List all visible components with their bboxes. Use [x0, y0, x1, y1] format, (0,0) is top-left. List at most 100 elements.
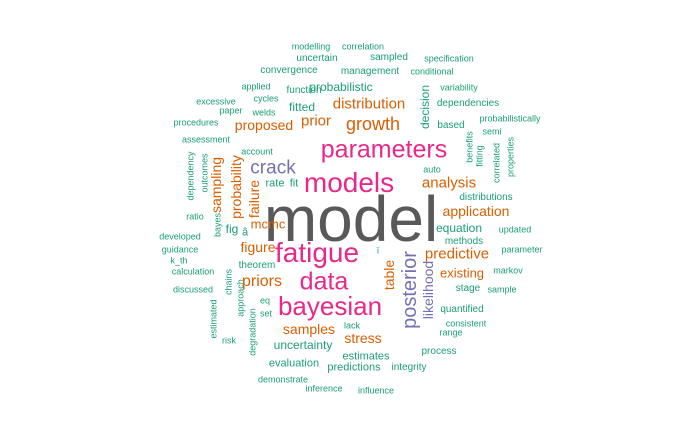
- word: dependency: [185, 151, 196, 201]
- word: proposed: [234, 117, 294, 133]
- word: prior: [300, 112, 332, 130]
- word: data: [299, 267, 349, 296]
- word: estimates: [342, 350, 390, 363]
- word: variability: [440, 82, 478, 93]
- word: management: [340, 66, 400, 77]
- word: outcomes: [199, 153, 210, 193]
- word: developed: [159, 231, 201, 242]
- word: cycles: [253, 93, 279, 104]
- word: eq: [259, 295, 271, 306]
- word: chains: [223, 268, 234, 296]
- word: inference: [305, 383, 343, 394]
- word: account: [241, 146, 273, 157]
- word: guidance: [161, 244, 199, 255]
- word: lack: [343, 320, 361, 331]
- word: semi: [482, 126, 502, 137]
- word: figure: [240, 239, 276, 255]
- word: application: [442, 203, 510, 219]
- word: applied: [241, 81, 271, 92]
- word: procedures: [173, 117, 219, 128]
- word: parameters: [320, 135, 448, 164]
- word: existing: [439, 265, 485, 281]
- word: demonstrate: [257, 374, 309, 385]
- word: correlated: [491, 142, 502, 184]
- word: discussed: [172, 284, 214, 295]
- word: samples: [282, 321, 336, 337]
- word: benefits: [464, 131, 475, 163]
- word: welds: [252, 107, 276, 118]
- word: distribution: [332, 95, 406, 113]
- word: probabilistic: [309, 80, 373, 94]
- word: specification: [424, 53, 474, 64]
- word: sampled: [370, 52, 408, 63]
- word: uncertainty: [273, 338, 333, 352]
- word: set: [259, 308, 273, 319]
- word: conditional: [410, 66, 454, 77]
- word: sample: [487, 284, 517, 295]
- word: markov: [493, 265, 523, 276]
- word: likelihood: [420, 260, 436, 320]
- word: â: [241, 226, 249, 239]
- word: fatigue: [274, 237, 360, 268]
- word: range: [439, 327, 463, 338]
- word: stress: [344, 330, 382, 346]
- word: integrity: [391, 362, 427, 373]
- word: convergence: [260, 65, 318, 76]
- word: estimated: [208, 299, 219, 339]
- word: rate: [265, 177, 285, 190]
- word: methods: [444, 236, 484, 247]
- word: model: [263, 183, 439, 255]
- word: probability: [228, 155, 244, 219]
- word: function: [286, 85, 322, 96]
- word: equation: [435, 221, 483, 235]
- word: growth: [345, 114, 401, 134]
- word: posterior: [399, 251, 421, 329]
- word: fitting: [474, 145, 485, 167]
- word: probabilistically: [479, 113, 541, 124]
- word: risk: [222, 335, 236, 346]
- word: assessment: [181, 134, 231, 145]
- word: theorem: [238, 260, 276, 271]
- word: failure: [246, 179, 262, 219]
- word: influence: [357, 385, 395, 396]
- word: predictive: [424, 245, 490, 263]
- word: quantified: [440, 304, 484, 315]
- word: modelling: [291, 41, 331, 52]
- word: sampling: [208, 156, 224, 214]
- word: stage: [455, 283, 481, 294]
- word: bayesian: [277, 291, 383, 321]
- word: calculation: [171, 266, 215, 277]
- word: fitted: [288, 100, 316, 114]
- word: degradation: [247, 308, 258, 356]
- word: excessive: [196, 96, 236, 107]
- word: mcmc: [250, 216, 286, 232]
- word: distributions: [459, 192, 513, 203]
- word: auto: [423, 164, 441, 175]
- word: decision: [418, 84, 432, 130]
- word: consistent: [445, 318, 487, 329]
- word: process: [421, 346, 457, 357]
- word: crack: [250, 157, 296, 179]
- word: correlation: [341, 41, 385, 52]
- word: ratio: [186, 211, 204, 222]
- word: dependencies: [436, 98, 500, 109]
- word: predictions: [327, 361, 381, 374]
- word: table: [381, 259, 397, 291]
- word: fig: [225, 222, 239, 236]
- word: evaluation: [268, 357, 320, 370]
- word: models: [303, 167, 395, 198]
- word: fit: [289, 177, 299, 190]
- word: updated: [498, 224, 532, 235]
- word: based: [437, 120, 465, 131]
- word: bayes: [212, 212, 223, 238]
- word: uncertain: [296, 53, 338, 64]
- word: paper: [219, 105, 243, 116]
- word: parameter: [501, 244, 543, 255]
- word: analysis: [421, 174, 477, 192]
- word: approach: [235, 279, 246, 317]
- word: ï: [376, 245, 380, 256]
- word: k_th: [170, 255, 188, 266]
- word: priors: [241, 273, 283, 290]
- word: properties: [505, 136, 516, 178]
